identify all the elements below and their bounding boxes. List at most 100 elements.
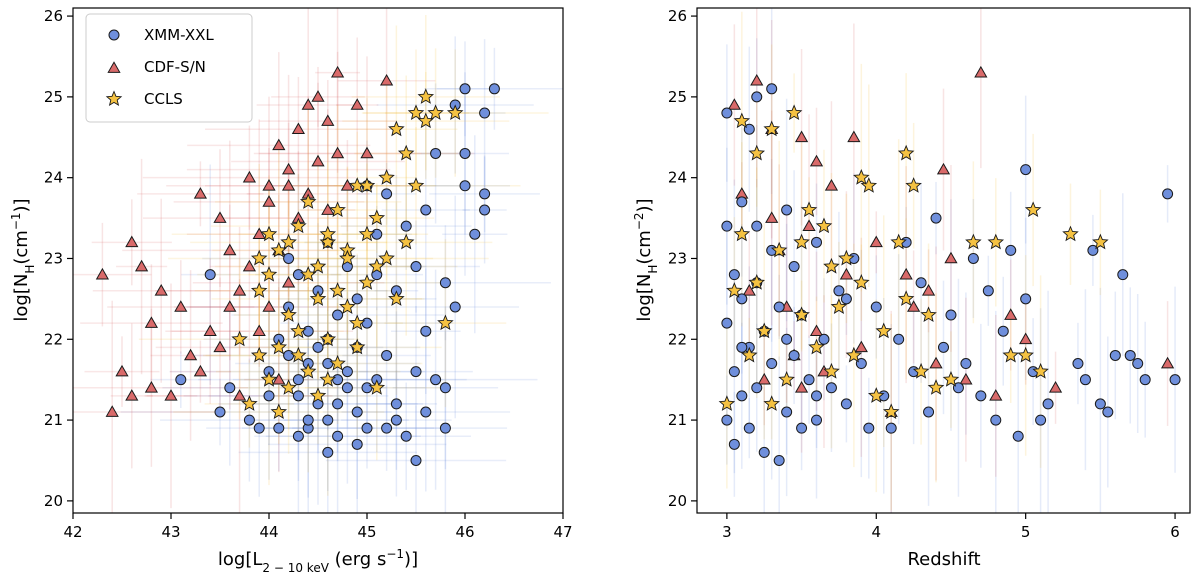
legend-box bbox=[85, 13, 253, 123]
right-xmm-xxl-point bbox=[960, 358, 972, 370]
right-xmm-xxl-point bbox=[758, 446, 770, 458]
left-cdf-s-n-point bbox=[144, 381, 159, 393]
right-xmm-xxl-point bbox=[1102, 406, 1114, 418]
left-cdf-s-n-point bbox=[223, 300, 237, 312]
left-xmm-xxl-point bbox=[302, 325, 314, 337]
left-xmm-xxl-point bbox=[361, 422, 373, 434]
left-cdf-s-n-point bbox=[301, 98, 315, 110]
left-ccls-point bbox=[309, 290, 327, 306]
left-ccls-point bbox=[260, 371, 278, 387]
right-xmm-xxl-point bbox=[870, 301, 882, 313]
right-xmm-xxl-point bbox=[1169, 374, 1181, 386]
left-x-axis-label: log[L2 − 10 keV (erg s−1)] bbox=[218, 547, 418, 575]
right-xmm-xxl-point bbox=[751, 220, 763, 232]
right-ccls-point bbox=[927, 379, 945, 395]
right-ccls-point bbox=[965, 233, 982, 250]
right-xmm-xxl-point bbox=[945, 309, 957, 321]
right-axis-ticks: 3 4 5 6 20 21 22 23 24 25 26 bbox=[668, 7, 1180, 541]
right-ccls-point bbox=[778, 371, 795, 387]
right-cdf-s-n-point bbox=[1048, 381, 1063, 393]
left-ccls-point bbox=[437, 314, 454, 331]
left-xmm-xxl-point bbox=[283, 349, 295, 361]
left-xmm-xxl-point bbox=[332, 374, 344, 386]
left-cdf-s-n-point bbox=[154, 284, 168, 296]
right-xmm-xxl-point bbox=[818, 333, 830, 345]
left-xmm-xxl-point bbox=[322, 358, 334, 370]
left-xmm-xxl-point bbox=[420, 325, 432, 337]
left-xmm-xxl-point bbox=[332, 309, 344, 321]
left-xmm-xxl-point bbox=[479, 107, 491, 119]
left-xmm-xxl-point bbox=[341, 382, 353, 394]
legend-markers bbox=[105, 29, 123, 107]
right-cdf-s-n-point bbox=[847, 130, 861, 143]
left-cdf-s-n-point bbox=[193, 187, 208, 199]
left-ccls-point bbox=[388, 120, 405, 137]
right-ccls-point bbox=[1024, 201, 1042, 218]
right-ccls-point bbox=[905, 177, 922, 193]
left-ccls-point bbox=[407, 177, 425, 193]
legend-marker-xmm-xxl bbox=[108, 29, 120, 41]
right-xmm-xxl-point bbox=[743, 123, 755, 135]
left-xmm-xxl-point bbox=[283, 252, 295, 264]
right-ccls-point bbox=[1017, 346, 1034, 363]
left-ccls-point bbox=[368, 379, 386, 395]
left-y-tick-label: 24 bbox=[44, 169, 63, 187]
left-xmm-xxl-point bbox=[341, 366, 353, 378]
left-xmm-xxl-point bbox=[332, 430, 344, 442]
left-ccls-point bbox=[427, 104, 444, 121]
left-xmm-xxl-point bbox=[488, 83, 500, 95]
right-y-tick-label: 24 bbox=[668, 169, 687, 187]
left-x-tick-label: 44 bbox=[259, 523, 278, 541]
right-ccls-point bbox=[853, 274, 870, 290]
left-x-tick-label: 43 bbox=[161, 523, 180, 541]
right-xmm-xxl-point bbox=[781, 204, 793, 216]
right-xmm-xxl-point bbox=[1109, 349, 1121, 361]
left-xmm-xxl-point bbox=[175, 374, 187, 386]
right-ccls-point bbox=[726, 282, 743, 298]
right-xmm-xxl-point bbox=[788, 349, 800, 361]
left-cdf-s-n-point bbox=[281, 275, 296, 288]
right-plot-frame bbox=[696, 7, 1191, 514]
right-xmm-xxl-point bbox=[833, 285, 845, 297]
left-axis-ticks: 42 43 44 45 46 47 20 21 22 23 24 25 26 bbox=[44, 7, 573, 541]
left-xmm-xxl-point bbox=[469, 228, 481, 240]
right-xmm-xxl-point bbox=[751, 91, 763, 103]
right-cdf-s-n-point bbox=[1019, 332, 1033, 345]
left-cdf-s-n-point bbox=[95, 267, 110, 280]
right-xmm-xxl-point bbox=[1132, 358, 1144, 370]
left-xmm-xxl-point bbox=[263, 390, 275, 402]
right-ccls-point bbox=[770, 241, 788, 258]
right-xmm-xxl-point bbox=[728, 269, 740, 281]
right-xmm-xxl-point bbox=[930, 212, 942, 224]
left-cdf-s-n-point bbox=[223, 243, 237, 256]
left-ccls-point bbox=[250, 346, 268, 363]
left-cdf-s-n-point bbox=[125, 235, 139, 248]
left-ccls-point bbox=[388, 290, 405, 306]
left-cdf-s-n-point bbox=[252, 227, 266, 240]
left-ccls-point bbox=[358, 225, 376, 242]
left-cdf-s-n-point bbox=[330, 146, 345, 159]
left-xmm-xxl-point bbox=[390, 398, 402, 410]
left-cdf-s-n-point bbox=[134, 259, 149, 272]
right-xmm-xxl-point bbox=[788, 261, 800, 273]
right-cdf-s-n-point bbox=[839, 267, 854, 280]
left-x-tick-label: 45 bbox=[357, 523, 376, 541]
left-xmm-xxl-point bbox=[332, 398, 344, 410]
left-cdf-s-n-point bbox=[183, 348, 198, 361]
right-cdf-s-n-point bbox=[899, 267, 913, 280]
left-ccls-point bbox=[368, 209, 386, 226]
right-cdf-s-n-point bbox=[809, 324, 824, 337]
right-xmm-xxl-point bbox=[781, 333, 793, 345]
left-cdf-s-n-point bbox=[242, 259, 257, 272]
left-x-tick-label: 46 bbox=[455, 523, 474, 541]
left-cdf-s-n-point bbox=[262, 300, 276, 312]
right-ccls-point bbox=[823, 362, 840, 379]
left-xmm-xxl-point bbox=[292, 430, 304, 442]
right-xmm-xxl-point bbox=[766, 83, 778, 95]
left-xmm-xxl-point bbox=[214, 406, 226, 418]
left-cdf-s-n-point bbox=[213, 211, 227, 223]
left-ccls-point bbox=[250, 282, 268, 298]
left-xmm-xxl-point bbox=[243, 414, 255, 426]
right-ccls-point bbox=[808, 338, 825, 355]
left-cdf-s-n-point bbox=[340, 179, 355, 191]
